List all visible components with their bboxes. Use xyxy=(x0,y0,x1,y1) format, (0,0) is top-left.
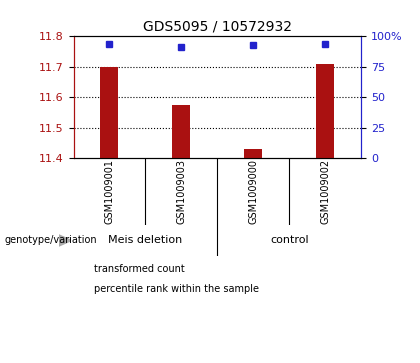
Bar xyxy=(316,64,334,158)
Text: control: control xyxy=(270,236,309,245)
Text: transformed count: transformed count xyxy=(94,264,185,274)
Title: GDS5095 / 10572932: GDS5095 / 10572932 xyxy=(143,20,292,34)
Text: Meis deletion: Meis deletion xyxy=(108,236,183,245)
Text: GSM1009003: GSM1009003 xyxy=(176,159,186,224)
Bar xyxy=(244,149,262,158)
Polygon shape xyxy=(59,235,71,246)
Bar xyxy=(100,67,118,158)
Text: genotype/variation: genotype/variation xyxy=(4,236,97,245)
Text: GSM1009002: GSM1009002 xyxy=(320,159,330,224)
Text: GSM1009000: GSM1009000 xyxy=(248,159,258,224)
Text: GSM1009001: GSM1009001 xyxy=(105,159,115,224)
Bar xyxy=(172,105,190,158)
Text: percentile rank within the sample: percentile rank within the sample xyxy=(94,284,260,294)
